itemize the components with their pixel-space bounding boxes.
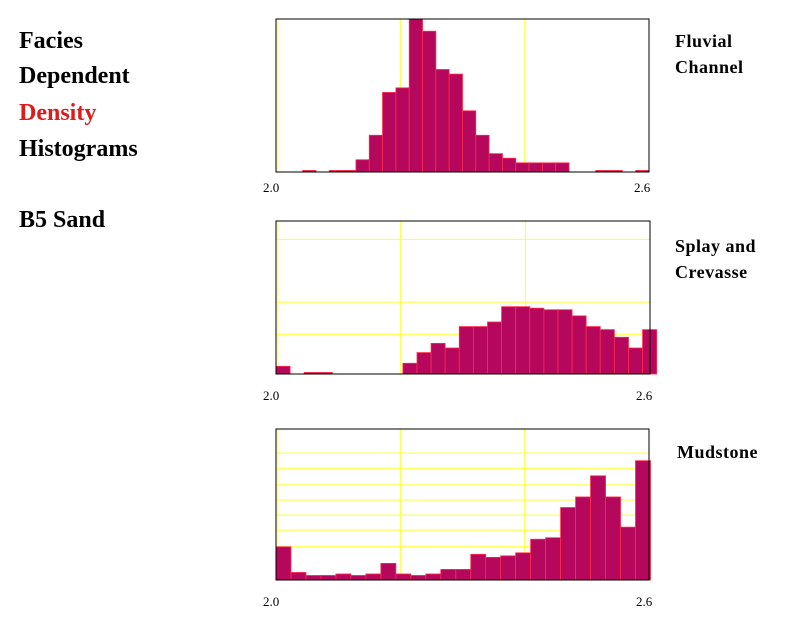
histogram-bar — [614, 336, 629, 375]
histogram-bar — [430, 342, 446, 375]
histogram-bar — [542, 162, 557, 173]
title-line-2: Dependent — [19, 63, 130, 89]
histogram-bar — [590, 475, 606, 581]
histogram-bar — [571, 315, 587, 375]
histogram-bar — [487, 321, 502, 375]
histogram-bar — [350, 575, 367, 581]
histogram-bar — [530, 538, 547, 581]
histogram-bar — [435, 69, 450, 173]
histogram-bar — [365, 573, 382, 581]
histogram-bar — [635, 460, 651, 581]
histogram-bar — [575, 496, 591, 581]
histogram-bar — [408, 18, 423, 173]
histogram-bar — [290, 572, 307, 581]
facies-label-line: Mudstone — [677, 442, 759, 462]
histogram-bar — [422, 30, 437, 173]
histogram-bar — [335, 573, 352, 581]
histogram-bar — [515, 306, 531, 375]
histogram-bar — [416, 352, 432, 375]
histogram-bar — [425, 573, 442, 581]
histogram-bar — [368, 134, 383, 173]
histogram-bar — [475, 134, 490, 173]
histogram-bar — [458, 326, 474, 375]
subtitle: B5 Sand — [19, 207, 106, 233]
histogram-bar — [502, 157, 517, 173]
histogram-bar — [275, 546, 292, 581]
histogram-bar — [543, 309, 559, 375]
histogram-bar — [455, 569, 472, 581]
histogram-bar — [515, 162, 530, 173]
x-tick-label: 2.6 — [636, 594, 653, 609]
histogram-bar — [275, 365, 291, 375]
histogram-bar — [500, 555, 517, 581]
histogram-bar — [410, 575, 427, 581]
histogram-bar — [462, 110, 477, 173]
title-line-3: Density — [19, 100, 97, 126]
histogram-bar — [402, 362, 418, 375]
facies-label-line: Crevasse — [675, 262, 748, 282]
x-tick-label: 2.6 — [636, 388, 653, 403]
histogram-bar — [628, 347, 643, 375]
facies-label-line: Splay and — [675, 236, 757, 256]
plot-frame — [275, 18, 650, 173]
histogram-bar — [380, 562, 397, 581]
histogram-bar — [620, 526, 636, 581]
facies-label-mudstone: Mudstone — [677, 439, 758, 465]
facies-label-line: Channel — [675, 57, 744, 77]
x-tick-label: 2.0 — [263, 594, 279, 609]
histogram-bar — [355, 159, 370, 173]
title-line-1: Facies — [19, 28, 83, 54]
histogram-bar — [515, 552, 532, 581]
histogram-bar — [557, 309, 573, 375]
histogram-bar — [555, 162, 570, 173]
histogram-bar — [320, 575, 337, 581]
histogram-bar — [382, 92, 397, 173]
histogram-bar — [528, 162, 543, 173]
plot-frame — [275, 428, 650, 581]
title-line-4: Histograms — [19, 136, 138, 162]
histogram-bar — [605, 496, 621, 581]
histogram-bar — [444, 347, 460, 375]
histogram-bar — [395, 87, 410, 173]
facies-label-splay: Splay and Crevasse — [675, 233, 756, 285]
histogram-bar — [485, 556, 502, 581]
histogram-bar — [305, 575, 322, 581]
histogram-bar — [470, 553, 487, 581]
histogram-bar — [545, 537, 561, 581]
histogram-bar — [585, 326, 601, 375]
plot-frame — [275, 220, 651, 375]
histogram-bar — [488, 153, 503, 173]
x-tick-label: 2.0 — [263, 180, 279, 195]
facies-label-line: Fluvial — [675, 31, 733, 51]
histogram-bar — [529, 307, 545, 375]
histogram-bar — [440, 569, 457, 581]
x-tick-label: 2.0 — [263, 388, 279, 403]
histogram-bar — [473, 326, 488, 375]
histogram-bar — [395, 573, 412, 581]
x-tick-label: 2.6 — [634, 180, 651, 195]
histogram-bar — [560, 507, 576, 581]
histogram-bar — [599, 329, 615, 375]
histogram-bar — [448, 73, 463, 173]
histogram-bar — [501, 306, 517, 375]
facies-label-fluvial: Fluvial Channel — [675, 28, 744, 80]
